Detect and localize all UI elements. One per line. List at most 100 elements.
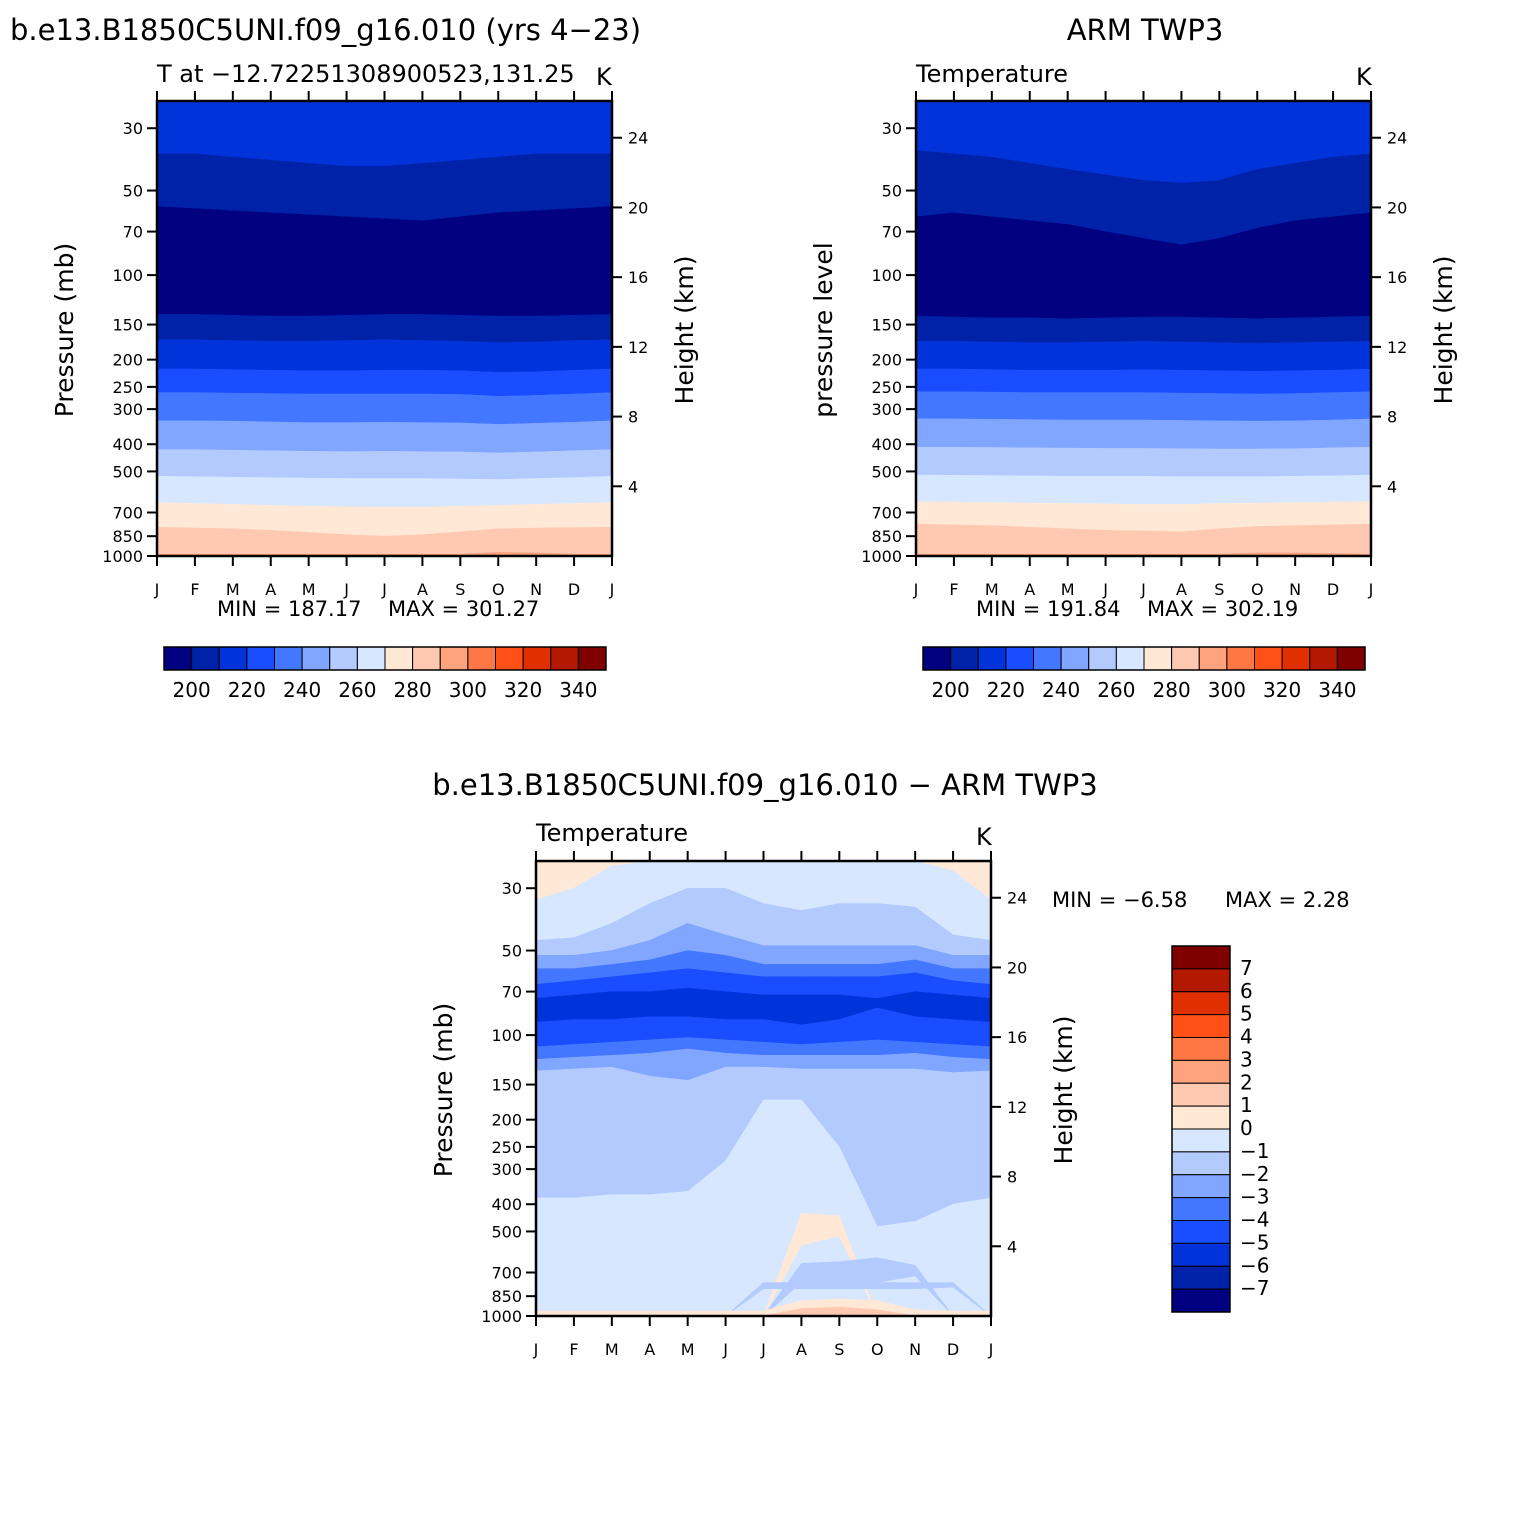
model-min-label: MIN = 187.17 — [217, 597, 361, 621]
diff-colorbar-swatch — [1171, 1242, 1231, 1267]
model-x-tick-label: S — [455, 580, 465, 599]
panel-diff: b.e13.B1850C5UNI.f09_g16.010 − ARM TWP3 … — [429, 768, 1350, 1359]
obs-contour-band — [916, 474, 1371, 505]
diff-y-tick-label: 70 — [502, 983, 522, 1002]
obs-y2-tick-label: 16 — [1387, 268, 1407, 287]
model-x-tick-label: M — [226, 580, 240, 599]
model-contour-band — [157, 314, 612, 343]
model-y2-axis-label: Height (km) — [670, 256, 699, 405]
model-colorbar-label: 240 — [283, 678, 321, 702]
obs-y-tick-label: 200 — [871, 351, 902, 370]
model-contour-band — [157, 368, 612, 397]
obs-y2-axis-label: Height (km) — [1429, 256, 1458, 405]
diff-colorbar-frame — [1171, 945, 1231, 1313]
obs-main-title: ARM TWP3 — [1067, 13, 1224, 47]
obs-y2-tick-label: 20 — [1387, 198, 1407, 217]
model-y-tick-label: 30 — [123, 119, 143, 138]
model-contour-band — [157, 206, 612, 317]
obs-colorbar-swatch — [977, 646, 1007, 671]
obs-y2-tick-label: 24 — [1387, 129, 1407, 148]
diff-y2-tick-label: 20 — [1007, 958, 1027, 977]
obs-y-tick-label: 150 — [871, 316, 902, 335]
diff-x-tick-label: A — [796, 1340, 807, 1359]
diff-x-tick-label: M — [681, 1340, 695, 1359]
obs-colorbar-swatch — [1060, 646, 1090, 671]
obs-colorbar-swatch — [1033, 646, 1062, 671]
obs-max-label: MAX = 302.19 — [1147, 597, 1298, 621]
model-x-tick-label: D — [568, 580, 580, 599]
diff-x-tick-label: O — [871, 1340, 884, 1359]
model-y2-tick-label: 12 — [628, 338, 648, 357]
diff-y2-tick-label: 4 — [1007, 1237, 1017, 1256]
model-y-tick-label: 400 — [112, 435, 143, 454]
obs-contour-band — [916, 446, 1371, 477]
diff-contour-plot: J F M A M J J A S O N D J 30 50 70 100 150 200 250 300 400 500… — [481, 851, 1027, 1359]
obs-x-tick-label: M — [1061, 580, 1075, 599]
model-contour-band — [157, 449, 612, 480]
diff-min-label: MIN = −6.58 — [1052, 888, 1187, 912]
model-x-tick-label: A — [265, 580, 276, 599]
diff-plot-title: Temperature — [535, 819, 688, 847]
obs-y-tick-label: 300 — [871, 400, 902, 419]
obs-y-tick-label: 250 — [871, 378, 902, 397]
diff-colorbar-label: −4 — [1240, 1208, 1269, 1232]
model-x-tick-label: J — [381, 580, 387, 599]
obs-x-tick-label: N — [1289, 580, 1301, 599]
diff-colorbar-label: −1 — [1240, 1139, 1269, 1163]
diff-y-tick-label: 500 — [491, 1222, 522, 1241]
obs-y2-tick-label: 4 — [1387, 477, 1397, 496]
diff-colorbar-swatch — [1171, 1082, 1231, 1107]
model-colorbar-swatch — [495, 646, 524, 671]
obs-x-tick-label: O — [1251, 580, 1264, 599]
diff-contour-band — [536, 1282, 991, 1316]
diff-contour-band — [536, 1306, 991, 1316]
obs-y-tick-label: 400 — [871, 435, 902, 454]
diff-y-axis-label: Pressure (mb) — [429, 1003, 458, 1177]
model-x-tick-label: N — [530, 580, 542, 599]
model-units: K — [596, 63, 613, 91]
diff-colorbar-swatch — [1171, 1197, 1231, 1221]
obs-colorbar-swatch — [1226, 646, 1255, 671]
model-colorbar-swatch — [274, 646, 303, 671]
diff-contour-band — [536, 1257, 991, 1316]
obs-x-tick-label: F — [949, 580, 958, 599]
model-x-tick-label: J — [343, 580, 349, 599]
diff-max-label: MAX = 2.28 — [1225, 888, 1350, 912]
diff-units: K — [976, 823, 993, 851]
obs-x-tick-label: J — [1102, 580, 1108, 599]
diff-y-tick-label: 200 — [491, 1111, 522, 1130]
obs-colorbar-label: 260 — [1097, 678, 1135, 702]
model-colorbar-swatch — [439, 646, 469, 671]
model-y2-tick-label: 8 — [628, 408, 638, 427]
model-colorbar-label: 300 — [449, 678, 487, 702]
diff-colorbar-swatch — [1171, 1151, 1231, 1176]
diff-y-tick-label: 400 — [491, 1195, 522, 1214]
model-y-tick-label: 300 — [112, 400, 143, 419]
model-y2-tick-label: 24 — [628, 129, 648, 148]
model-y-axis-label: Pressure (mb) — [50, 243, 79, 417]
diff-y2-axis-label: Height (km) — [1049, 1016, 1078, 1165]
diff-colorbar-label: 4 — [1240, 1025, 1253, 1049]
model-colorbar-swatch — [329, 646, 358, 671]
model-colorbar-label: 220 — [228, 678, 266, 702]
obs-colorbar-label: 220 — [987, 678, 1025, 702]
model-colorbar-swatch — [384, 646, 414, 671]
obs-plot-title: Temperature — [915, 60, 1068, 88]
obs-x-tick-label: M — [985, 580, 999, 599]
diff-y-tick-label: 700 — [491, 1263, 522, 1282]
obs-colorbar-swatch — [1254, 646, 1283, 671]
model-colorbar-label: 260 — [338, 678, 376, 702]
diff-x-tick-label: A — [644, 1340, 655, 1359]
obs-colorbar-label: 300 — [1208, 678, 1246, 702]
diff-colorbar-label: 6 — [1240, 979, 1253, 1003]
obs-colorbar-swatch — [922, 646, 952, 671]
obs-colorbar-swatch — [1336, 646, 1366, 671]
diff-colorbar-label: 3 — [1240, 1047, 1253, 1071]
obs-y-axis-label: pressure level — [809, 242, 838, 417]
model-x-tick-label: A — [417, 580, 428, 599]
model-y2-tick-label: 20 — [628, 198, 648, 217]
obs-colorbar-swatch — [1281, 646, 1311, 671]
diff-colorbar-swatch — [1171, 1105, 1231, 1130]
model-colorbar-label: 200 — [173, 678, 211, 702]
diff-y2-tick-label: 24 — [1007, 889, 1027, 908]
